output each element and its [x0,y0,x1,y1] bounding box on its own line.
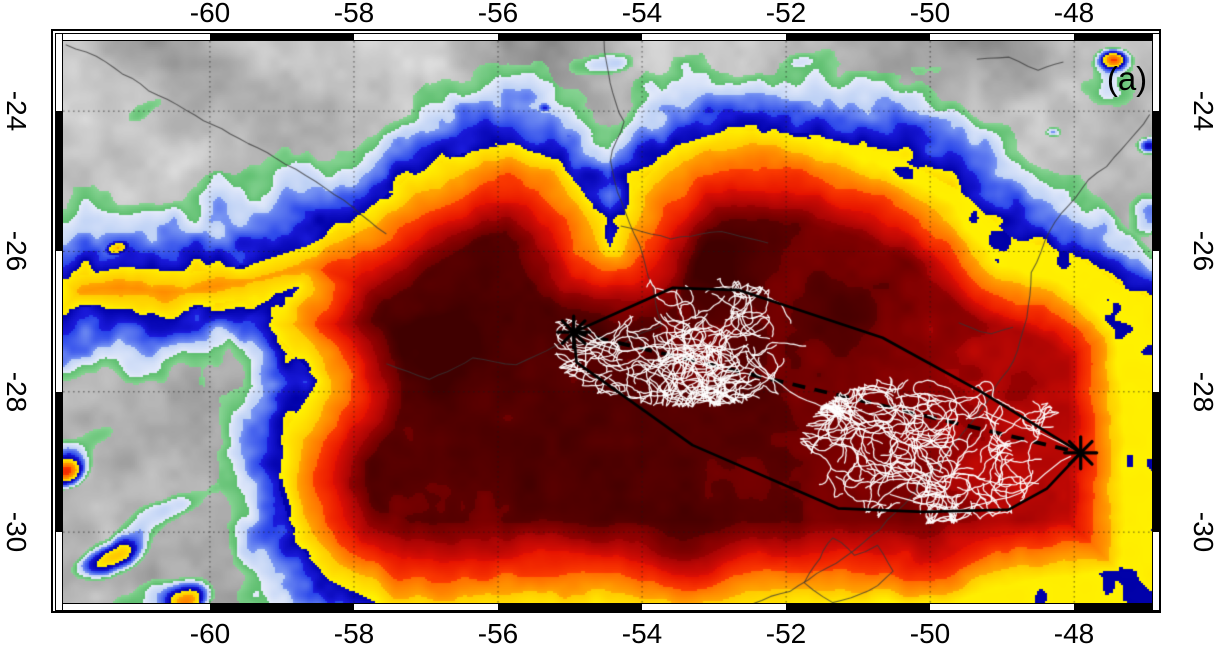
lon-tick-bottom--50: -50 [909,618,951,649]
lon-tick-top--58: -58 [333,0,375,28]
lon-tick-top--50: -50 [909,0,951,28]
frame-bar-bottom [55,603,1160,611]
lat-tick-right--24: -24 [1188,90,1219,132]
frame-bar-left [55,33,63,611]
panel-label: (a) [1106,60,1148,97]
frame-black-segment [498,604,643,610]
frame-black-segment [209,604,354,610]
lon-tick-bottom--60: -60 [189,618,231,649]
lat-tick-left--30: -30 [1,511,32,553]
frame-black-segment [1153,111,1159,252]
frame-black-segment [786,34,931,40]
lat-tick-right--28: -28 [1188,371,1219,413]
satellite-ir-map [63,41,1152,603]
frame-black-segment [1074,34,1152,40]
lon-tick-top--60: -60 [189,0,231,28]
lon-tick-top--48: -48 [1053,0,1095,28]
lon-tick-bottom--54: -54 [621,618,663,649]
lat-tick-left--28: -28 [1,371,32,413]
frame-bar-right [1152,33,1160,611]
lon-tick-top--52: -52 [765,0,807,28]
lon-tick-bottom--58: -58 [333,618,375,649]
frame-black-segment [1074,604,1152,610]
lat-tick-left--26: -26 [1,230,32,272]
lat-tick-left--24: -24 [1,90,32,132]
frame-black-segment [56,391,62,533]
lon-tick-top--54: -54 [621,0,663,28]
frame-black-segment [56,111,62,252]
frame-black-segment [786,604,931,610]
lon-tick-bottom--56: -56 [477,618,519,649]
lon-tick-bottom--48: -48 [1053,618,1095,649]
lat-tick-right--26: -26 [1188,230,1219,272]
frame-black-segment [498,34,643,40]
lat-tick-right--30: -30 [1188,511,1219,553]
frame-black-segment [1153,391,1159,533]
frame-bar-top [55,33,1160,41]
frame-black-segment [209,34,354,40]
lon-tick-bottom--52: -52 [765,618,807,649]
lon-tick-top--56: -56 [477,0,519,28]
